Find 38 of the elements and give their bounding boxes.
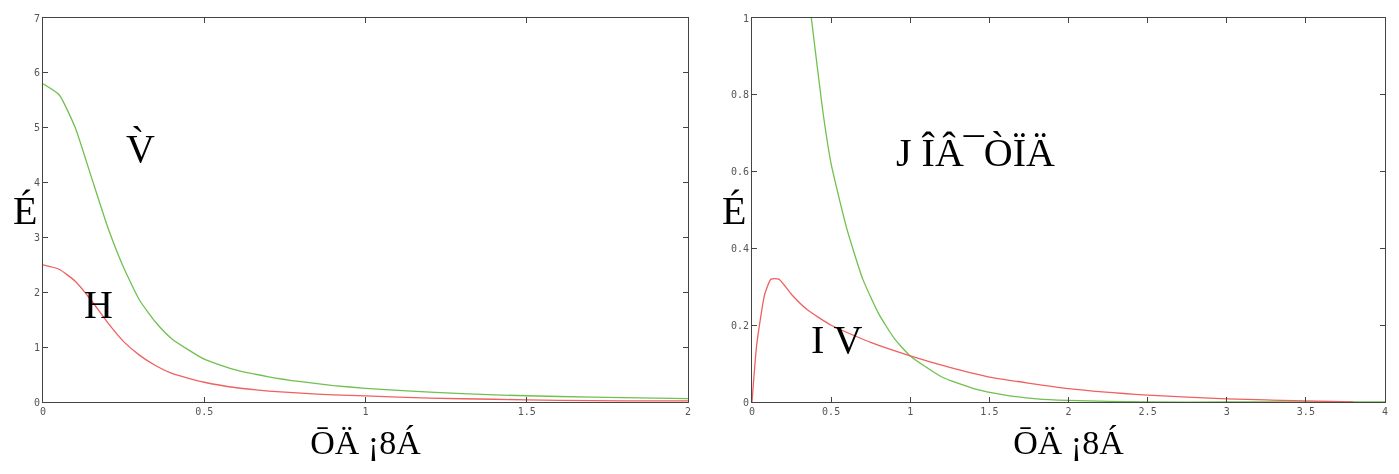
annotation: H — [84, 282, 113, 327]
y-tick-label: 0.4 — [730, 242, 749, 254]
y-tick-label: 6 — [33, 67, 40, 79]
x-tick-label: 2 — [1065, 406, 1072, 417]
x-tick-label: 0.5 — [822, 406, 841, 417]
x-tick-label: 1.5 — [980, 406, 999, 417]
y-tick-label: 2 — [33, 286, 40, 298]
y-tick-label: 0.8 — [730, 89, 749, 101]
y-tick-label: 3 — [33, 231, 40, 243]
x-tick-label: 1 — [362, 406, 369, 417]
y-tick-label: 4 — [33, 177, 40, 189]
x-tick-label: 1 — [907, 406, 914, 417]
y-tick-label: 0 — [33, 396, 40, 408]
x-tick-label: 0.5 — [195, 406, 214, 417]
y-tick-label: 5 — [33, 122, 40, 134]
annotation: V̀ — [126, 126, 155, 171]
x-tick-label: 2 — [684, 406, 692, 417]
line-series — [752, 278, 1354, 402]
y-tick-label: 0 — [742, 396, 749, 408]
x-tick-label: 4 — [1381, 406, 1389, 417]
y-tick-label: 1 — [33, 341, 40, 353]
line-series — [43, 264, 688, 402]
y-tick-label: 1 — [742, 12, 749, 24]
y-tick-label: 0.6 — [730, 166, 749, 178]
x-axis-title: ŌÄ ¡8Á — [310, 424, 422, 462]
line-series — [43, 83, 688, 400]
annotation: J ÎÂ¯ÒÏÄ — [896, 130, 1055, 175]
x-tick-label: 3.5 — [1296, 406, 1315, 417]
y-axis-title: É — [722, 188, 747, 233]
y-tick-label: 0.2 — [730, 319, 749, 331]
line-series — [810, 18, 1385, 402]
y-axis-title: É — [13, 188, 38, 233]
y-tick-label: 7 — [33, 12, 40, 24]
x-axis-title: ŌÄ ¡8Á — [1013, 424, 1125, 462]
annotation: I V — [811, 317, 863, 362]
x-tick-label: 3 — [1223, 406, 1230, 417]
x-tick-label: 1.5 — [517, 406, 536, 417]
x-tick-label: 2.5 — [1138, 406, 1157, 417]
